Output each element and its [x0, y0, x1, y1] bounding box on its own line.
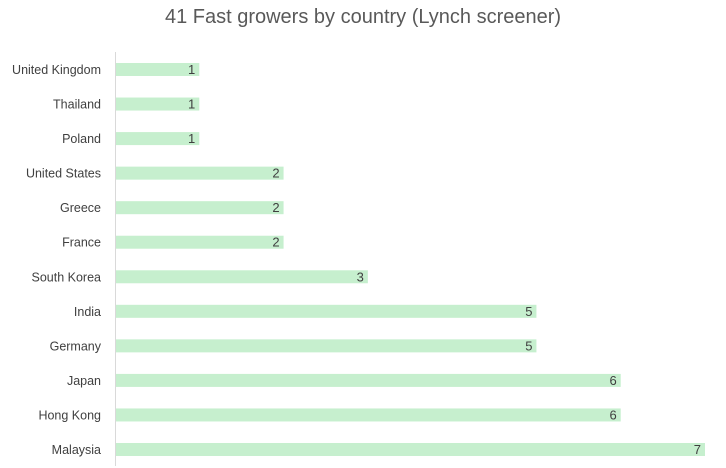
- data-label: 2: [272, 166, 279, 181]
- bar: [115, 132, 200, 146]
- data-label: 2: [272, 235, 279, 250]
- category-label: Malaysia: [52, 443, 101, 457]
- category-label: Thailand: [53, 98, 101, 112]
- bar: [115, 339, 537, 353]
- bar: [115, 235, 284, 249]
- category-label: United States: [26, 167, 101, 181]
- bar: [115, 373, 621, 387]
- category-label: India: [74, 305, 101, 319]
- data-label: 1: [188, 62, 195, 77]
- bar: [115, 97, 200, 111]
- data-label: 5: [525, 338, 532, 353]
- bar: [115, 166, 284, 180]
- bar: [115, 304, 537, 318]
- category-label: United Kingdom: [12, 63, 101, 77]
- data-label: 6: [609, 373, 616, 388]
- category-label: South Korea: [32, 270, 102, 284]
- category-label: Greece: [60, 201, 101, 215]
- bar: [115, 270, 368, 284]
- data-label: 7: [694, 442, 701, 457]
- category-label: Poland: [62, 132, 101, 146]
- data-label: 6: [609, 407, 616, 422]
- data-label: 5: [525, 304, 532, 319]
- data-label: 1: [188, 97, 195, 112]
- bar: [115, 443, 705, 456]
- data-label: 3: [357, 269, 364, 284]
- category-label: France: [62, 236, 101, 250]
- data-label: 1: [188, 131, 195, 146]
- bar: [115, 63, 200, 76]
- bar: [115, 201, 284, 215]
- category-label: Germany: [50, 339, 102, 353]
- category-label: Japan: [67, 374, 101, 388]
- chart-title: 41 Fast growers by country (Lynch screen…: [164, 6, 562, 28]
- bar: [115, 408, 621, 422]
- category-label: Hong Kong: [38, 408, 101, 422]
- data-label: 2: [272, 200, 279, 215]
